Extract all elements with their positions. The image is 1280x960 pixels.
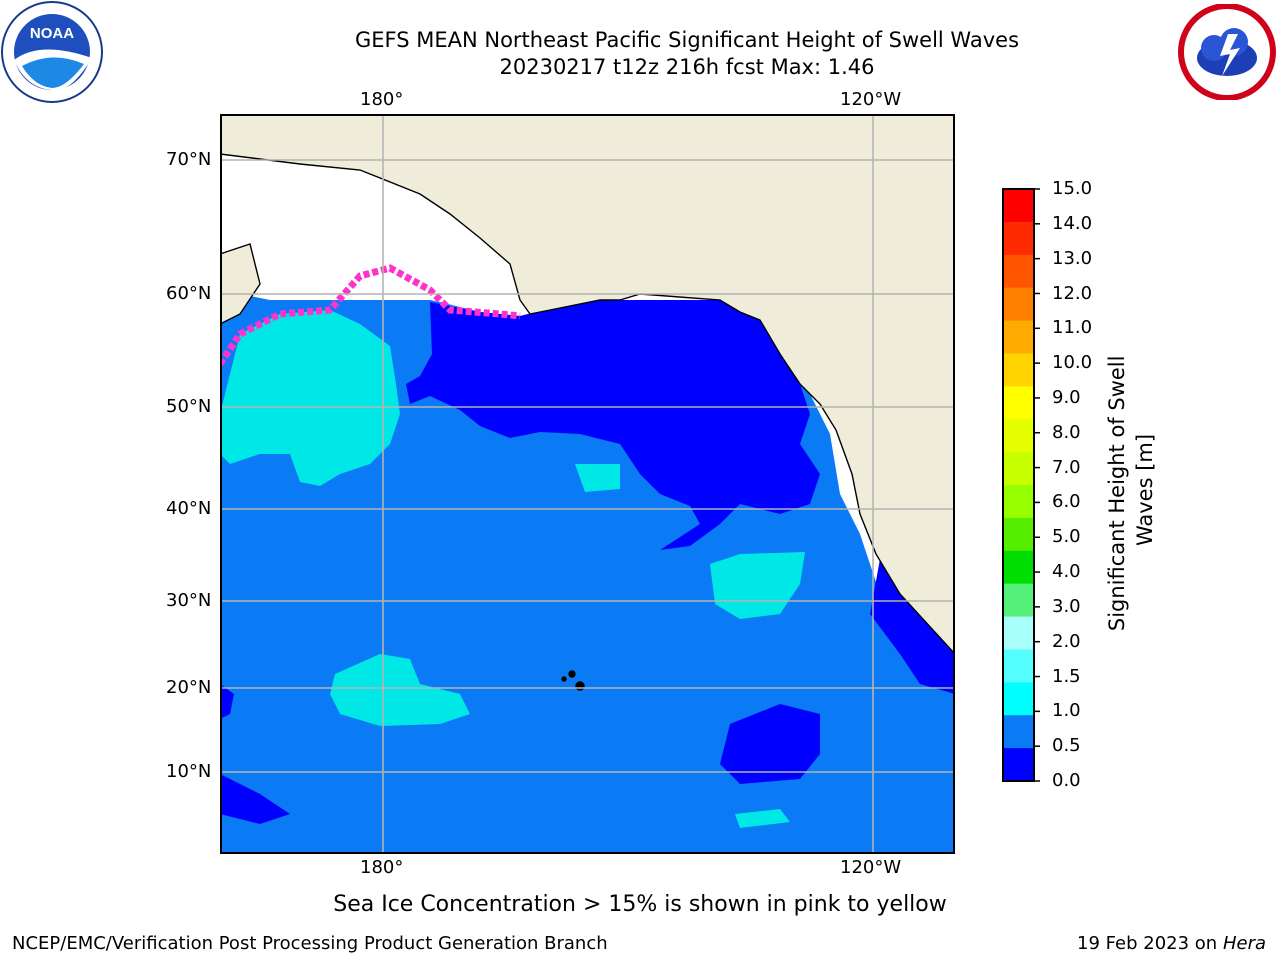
colorbar-tick-label: 13.0 [1052, 247, 1093, 269]
colorbar-tick-label: 6.0 [1052, 491, 1081, 513]
coastline-chukotka [220, 243, 261, 325]
colorbar-tick-label: 7.0 [1052, 456, 1081, 478]
sea-ice-edge [220, 264, 521, 366]
colorbar-segment [1003, 682, 1034, 716]
colorbar-tick-label: 9.0 [1052, 386, 1081, 408]
graticule [220, 114, 955, 854]
lat-label-10n: 10°N [166, 761, 212, 782]
footer-date: 19 Feb 2023 on Hera [1077, 933, 1266, 955]
noaa-logo-text: NOAA [30, 25, 74, 42]
lat-label-20n: 20°N [166, 677, 212, 698]
swell-high-hawaii [330, 654, 470, 726]
lat-label-30n: 30°N [166, 590, 212, 611]
chart-title: GEFS MEAN Northeast Pacific Significant … [354, 28, 1020, 52]
lon-label-top-120w: 120°W [840, 89, 902, 110]
colorbar-segment [1003, 583, 1034, 618]
colorbar-segment [1003, 550, 1034, 585]
colorbar-segment [1003, 320, 1034, 355]
footer-credit: NCEP/EMC/Verification Post Processing Pr… [12, 933, 608, 954]
ocean-low-south-east [720, 704, 820, 784]
swell-high-bering [220, 310, 400, 486]
colorbar-tick-label: 0.5 [1052, 735, 1081, 757]
lon-label-top-180: 180° [360, 89, 404, 110]
colorbar-segment [1003, 221, 1034, 256]
lat-label-60n: 60°N [166, 283, 212, 304]
nws-logo [1178, 4, 1276, 100]
lat-label-70n: 70°N [166, 149, 212, 170]
colorbar-tick-label: 12.0 [1052, 282, 1093, 304]
colorbar-segment [1003, 517, 1034, 552]
sea-ice-note: Sea Ice Concentration > 15% is shown in … [333, 892, 947, 917]
colorbar-label-line1: Significant Height of Swell [1105, 356, 1129, 632]
lat-label-50n: 50°N [166, 396, 212, 417]
lat-label-40n: 40°N [166, 498, 212, 519]
swell-high-south [735, 809, 790, 828]
land-alaska-siberia [220, 114, 955, 654]
colorbar-segment [1003, 254, 1034, 289]
ocean-low-southwest [220, 774, 290, 824]
swell-high-mid [575, 464, 620, 492]
colorbar-tick-label: 14.0 [1052, 212, 1093, 234]
colorbar [1002, 188, 1040, 782]
lon-label-bottom-180: 180° [360, 857, 404, 878]
colorbar-segment [1003, 715, 1034, 749]
colorbar-tick-label: 1.5 [1052, 665, 1081, 687]
colorbar-segment [1003, 386, 1034, 420]
colorbar-tick-label: 0.0 [1052, 770, 1081, 791]
colorbar-segment [1003, 748, 1034, 782]
map-frame [220, 114, 955, 854]
svg-text:Significant Height of Swell: Significant Height of Swell Waves [m] [1105, 349, 1157, 631]
colorbar-tick-label: 8.0 [1052, 421, 1081, 443]
colorbar-tick-label: 11.0 [1052, 317, 1093, 339]
colorbar-tick-label: 3.0 [1052, 595, 1081, 617]
colorbar-segment [1003, 353, 1034, 387]
colorbar-segment [1003, 287, 1034, 322]
colorbar-tick-label: 4.0 [1052, 561, 1081, 583]
colorbar-label-line2: Waves [m] [1133, 434, 1157, 546]
colorbar-segment [1003, 189, 1034, 223]
colorbar-segment [1003, 649, 1034, 683]
colorbar-label: Significant Height of Swell Waves [m] [1105, 349, 1157, 632]
colorbar-frame [1002, 188, 1035, 782]
map-panel [220, 114, 955, 854]
colorbar-segment [1003, 485, 1034, 519]
noaa-logo: NOAA [1, 1, 103, 103]
colorbar-tick-label: 10.0 [1052, 352, 1093, 374]
colorbar-tick-label: 2.0 [1052, 630, 1081, 652]
lon-label-bottom-120w: 120°W [840, 857, 902, 878]
colorbar-segment [1003, 452, 1034, 486]
chart-subtitle: 20230217 t12z 216h fcst Max: 1.46 [499, 55, 875, 79]
ocean-low-gulf-of-alaska [406, 300, 820, 550]
colorbar-segment [1003, 419, 1034, 453]
colorbar-segment [1003, 616, 1034, 651]
footer-date-text: 19 Feb 2023 on [1077, 933, 1218, 954]
colorbar-tick-label: 1.0 [1052, 700, 1081, 722]
ocean-low-coast-band [870, 559, 955, 694]
land-chukotka [220, 244, 260, 324]
colorbar-tick-label: 15.0 [1052, 178, 1093, 199]
swell-high-central [710, 552, 805, 619]
ocean-low-west [220, 684, 234, 719]
colorbar-tick-label: 5.0 [1052, 526, 1081, 548]
footer-host: Hera [1222, 933, 1266, 954]
